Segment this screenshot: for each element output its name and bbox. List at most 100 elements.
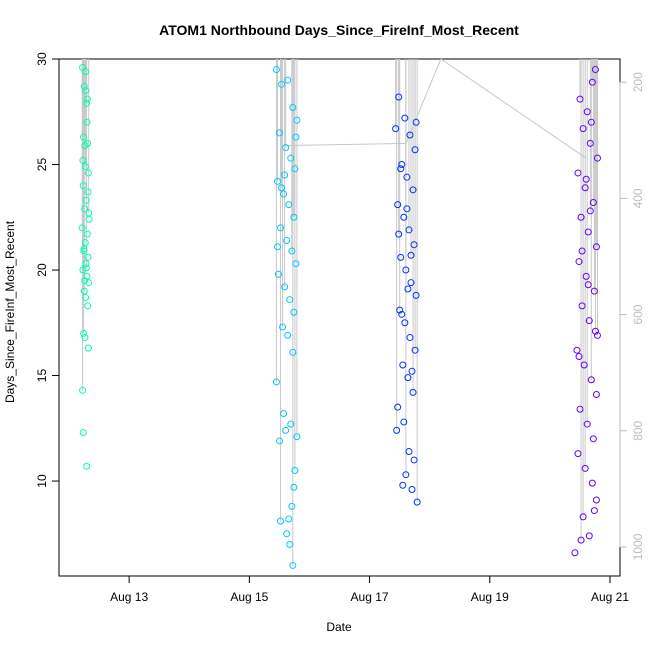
data-point bbox=[292, 260, 300, 268]
data-point bbox=[289, 104, 297, 112]
data-point bbox=[83, 99, 91, 107]
data-point bbox=[412, 291, 420, 299]
data-point bbox=[585, 317, 593, 325]
data-point bbox=[81, 239, 89, 247]
data-point bbox=[273, 177, 281, 185]
data-point bbox=[579, 125, 587, 133]
data-point bbox=[571, 549, 579, 557]
data-point bbox=[405, 226, 413, 234]
y2-axis: 200 400 600 800 1000 bbox=[619, 72, 645, 560]
data-point bbox=[592, 243, 600, 251]
data-point bbox=[83, 118, 91, 126]
data-point bbox=[412, 118, 420, 126]
data-point bbox=[574, 169, 582, 177]
data-point bbox=[398, 161, 406, 169]
x-tick-label: Aug 17 bbox=[351, 590, 389, 604]
data-point bbox=[578, 247, 586, 255]
data-point bbox=[393, 426, 401, 434]
data-point bbox=[80, 329, 88, 337]
data-point bbox=[413, 498, 421, 506]
data-point bbox=[584, 281, 592, 289]
data-point bbox=[293, 116, 301, 124]
data-point bbox=[590, 287, 598, 295]
data-point bbox=[403, 173, 411, 181]
data-point bbox=[575, 258, 583, 266]
data-point bbox=[574, 450, 582, 458]
data-point bbox=[576, 95, 584, 103]
data-point bbox=[288, 247, 296, 255]
y-axis-label: Days_Since_FireInf_Most_Recent bbox=[3, 220, 17, 403]
data-point bbox=[82, 260, 90, 268]
data-point bbox=[278, 184, 286, 192]
data-point bbox=[287, 154, 295, 162]
data-point bbox=[586, 139, 594, 147]
data-point bbox=[80, 287, 88, 295]
data-point bbox=[79, 429, 87, 437]
data-point bbox=[400, 418, 408, 426]
data-point bbox=[395, 93, 403, 101]
data-point bbox=[401, 319, 409, 327]
data-point bbox=[293, 433, 301, 441]
data-point bbox=[410, 241, 418, 249]
data-point bbox=[397, 165, 405, 173]
y2-tick-label: 400 bbox=[631, 188, 645, 208]
chart-title: ATOM1 Northbound Days_Since_FireInf_Most… bbox=[159, 22, 519, 38]
data-point bbox=[272, 378, 280, 386]
data-point bbox=[291, 165, 299, 173]
data-point bbox=[401, 114, 409, 122]
data-point bbox=[408, 485, 416, 493]
data-point bbox=[280, 410, 288, 418]
data-point bbox=[409, 388, 417, 396]
data-point bbox=[85, 209, 93, 217]
data-point bbox=[407, 251, 415, 259]
data-point bbox=[394, 201, 402, 209]
data-point bbox=[411, 346, 419, 354]
data-point bbox=[81, 205, 89, 213]
trace-lines bbox=[81, 58, 598, 566]
data-point bbox=[399, 481, 407, 489]
data-point bbox=[590, 507, 598, 515]
data-point bbox=[396, 306, 404, 314]
data-point bbox=[83, 462, 91, 470]
data-point bbox=[288, 502, 296, 510]
data-point bbox=[583, 420, 591, 428]
data-point bbox=[80, 245, 88, 253]
data-point bbox=[281, 171, 289, 179]
y2-tick-label: 200 bbox=[631, 72, 645, 92]
data-point bbox=[289, 561, 297, 569]
data-point bbox=[82, 196, 90, 204]
data-point bbox=[82, 293, 90, 301]
data-point bbox=[394, 403, 402, 411]
y-tick-label: 30 bbox=[35, 52, 49, 66]
data-point bbox=[80, 133, 88, 141]
data-point bbox=[589, 198, 597, 206]
data-point bbox=[588, 479, 596, 487]
data-point bbox=[583, 108, 591, 116]
data-point bbox=[79, 182, 87, 190]
data-points bbox=[78, 63, 601, 569]
data-point bbox=[272, 66, 280, 74]
x-axis-label: Date bbox=[326, 620, 352, 634]
data-point bbox=[82, 87, 90, 95]
data-point bbox=[402, 471, 410, 479]
data-point bbox=[276, 437, 284, 445]
data-point bbox=[292, 133, 300, 141]
data-point bbox=[407, 279, 415, 287]
data-point bbox=[84, 302, 92, 310]
x-tick-label: Aug 15 bbox=[230, 590, 268, 604]
data-point bbox=[579, 513, 587, 521]
data-point bbox=[592, 391, 600, 399]
data-point bbox=[290, 483, 298, 491]
y2-tick-label: 1000 bbox=[631, 533, 645, 560]
data-point bbox=[85, 279, 93, 287]
data-point bbox=[582, 175, 590, 183]
data-point bbox=[286, 540, 294, 548]
data-point bbox=[411, 146, 419, 154]
data-point bbox=[82, 264, 90, 272]
data-point bbox=[593, 331, 601, 339]
data-point bbox=[291, 466, 299, 474]
x-tick-label: Aug 21 bbox=[591, 590, 629, 604]
data-point bbox=[287, 420, 295, 428]
data-point bbox=[581, 184, 589, 192]
